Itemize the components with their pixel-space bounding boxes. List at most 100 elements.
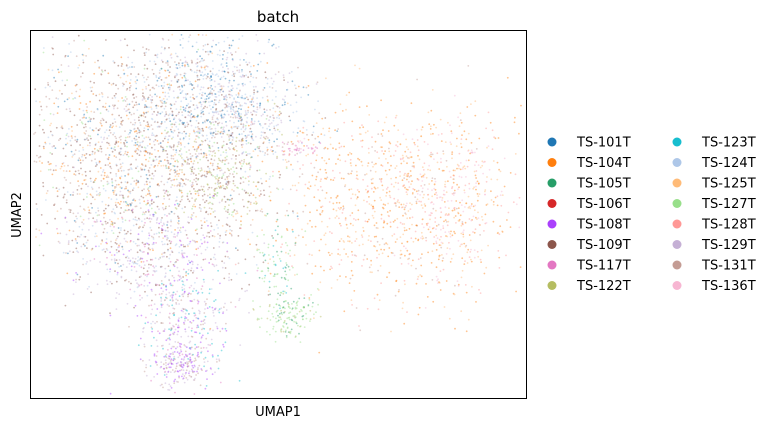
data-point [171,298,174,300]
data-point [168,389,171,391]
data-point [178,251,181,254]
data-point [169,299,172,301]
data-point [118,293,121,296]
data-point [406,240,409,243]
data-point [339,159,342,162]
data-point [422,237,425,240]
data-point [223,95,226,98]
data-point [482,172,484,175]
data-point [191,155,194,157]
data-point [236,116,239,119]
data-point [208,262,211,264]
data-point [95,190,98,193]
data-point [273,102,276,105]
data-point [109,171,112,174]
data-point [350,188,353,191]
data-point [256,106,259,109]
data-point [485,222,488,224]
data-point [305,244,307,246]
data-point [184,56,187,59]
data-point [312,152,314,155]
data-point [221,241,224,244]
data-point [186,61,189,64]
data-point [219,154,222,157]
data-point [83,179,86,182]
data-point [166,118,169,120]
data-point [79,162,82,164]
data-point [212,73,214,76]
data-point [212,150,214,153]
data-point [136,315,139,317]
data-point [244,134,247,137]
data-point [433,183,436,186]
data-point [359,329,362,332]
data-point [146,199,149,202]
data-point [163,299,166,302]
data-point [175,243,178,246]
data-point [158,235,161,238]
data-point [40,232,43,235]
data-point [186,163,189,165]
data-point [431,195,434,198]
data-point [205,77,208,80]
data-point [184,229,187,232]
data-point [479,234,481,236]
data-point [52,186,54,189]
data-point [246,116,249,119]
data-point [222,172,225,175]
data-point [465,244,468,247]
data-point [182,308,185,310]
data-point [142,226,144,229]
data-point [169,269,172,272]
data-point [468,234,471,236]
data-point [423,193,425,196]
data-point [129,85,132,87]
data-point [162,367,165,370]
data-point [470,219,473,222]
data-point [146,270,149,273]
data-point [291,228,294,231]
data-point [178,64,180,66]
data-point [146,151,149,154]
data-point [440,246,443,249]
data-point [453,189,456,192]
data-point [213,193,216,195]
data-point [253,122,256,125]
data-point [198,101,201,104]
data-point [350,269,353,272]
data-point [507,211,510,214]
data-point [200,323,202,326]
data-point [253,110,255,112]
data-point [115,259,118,261]
data-point [295,110,298,113]
data-point [445,159,448,162]
data-point [217,149,220,152]
data-point [212,329,214,332]
data-point [168,334,171,337]
data-point [82,61,85,64]
data-point [222,345,225,348]
data-point [183,245,185,248]
data-point [255,203,258,205]
data-point [157,143,160,145]
data-point [348,188,351,191]
data-point [186,221,189,224]
data-point [403,322,406,325]
data-point [78,95,81,98]
data-point [99,167,102,169]
data-point [106,180,109,183]
data-point [191,181,194,184]
data-point [355,255,358,257]
data-point [179,231,182,234]
data-point [79,119,82,121]
data-point [235,94,238,96]
data-point [84,245,86,247]
data-point [189,356,192,359]
data-point [336,130,339,133]
data-point [475,182,477,185]
data-point [64,155,67,158]
data-point [270,77,273,80]
data-point [35,203,38,205]
data-point [167,166,170,168]
data-point [164,135,167,138]
